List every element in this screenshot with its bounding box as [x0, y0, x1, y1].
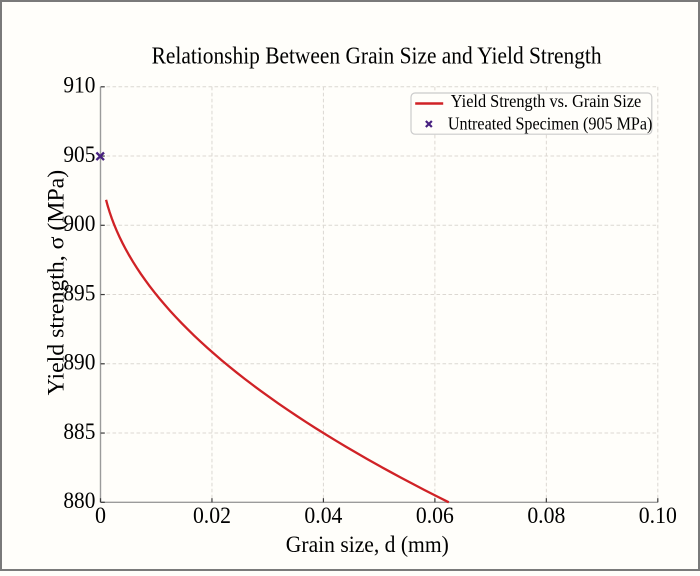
svg-text:0.10: 0.10 — [639, 503, 677, 528]
svg-text:0.02: 0.02 — [193, 503, 231, 528]
svg-text:910: 910 — [63, 73, 95, 98]
svg-text:Untreated Specimen (905 MPa): Untreated Specimen (905 MPa) — [448, 113, 653, 133]
svg-text:Yield strength, σ (MPa): Yield strength, σ (MPa) — [44, 170, 70, 395]
svg-text:885: 885 — [63, 419, 95, 444]
svg-text:890: 890 — [63, 350, 95, 375]
svg-text:905: 905 — [63, 142, 95, 167]
svg-text:0.04: 0.04 — [304, 503, 342, 528]
svg-text:0: 0 — [95, 503, 106, 528]
svg-text:895: 895 — [63, 280, 95, 305]
svg-text:900: 900 — [63, 211, 95, 236]
svg-text:Yield Strength vs. Grain Size: Yield Strength vs. Grain Size — [451, 91, 642, 111]
svg-text:880: 880 — [63, 488, 95, 513]
svg-text:0.06: 0.06 — [416, 503, 454, 528]
svg-text:0.08: 0.08 — [527, 503, 565, 528]
svg-text:Relationship Between Grain Siz: Relationship Between Grain Size and Yiel… — [152, 43, 602, 69]
svg-text:Grain size, d (mm): Grain size, d (mm) — [286, 532, 449, 558]
